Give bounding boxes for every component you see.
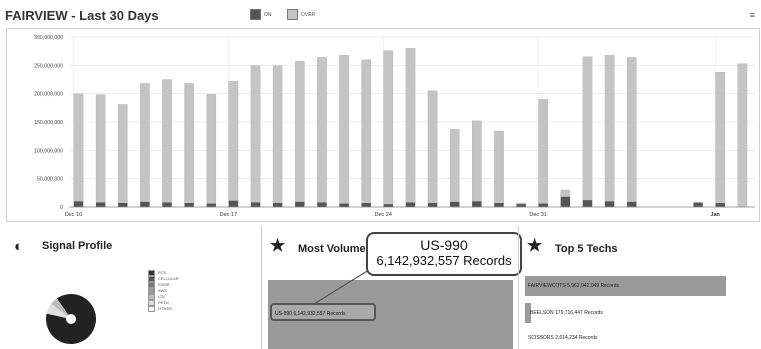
- panel-divider: [518, 226, 519, 349]
- callout-title: US-990: [368, 237, 520, 253]
- tech-label: SCISSORS 2,614,234 Records: [528, 335, 597, 341]
- tech-label: BEELSON 179,716,447 Records: [530, 310, 603, 316]
- top-techs-title: Top 5 Techs: [555, 243, 618, 255]
- callout-records: 6,142,932,557 Records: [368, 253, 520, 268]
- tech-label: FAIRVIEWCOTS 5,962,942,049 Records: [528, 283, 619, 289]
- volume-callout-tooltip: US-990 6,142,932,557 Records: [366, 232, 522, 276]
- star-icon: ★: [527, 236, 542, 256]
